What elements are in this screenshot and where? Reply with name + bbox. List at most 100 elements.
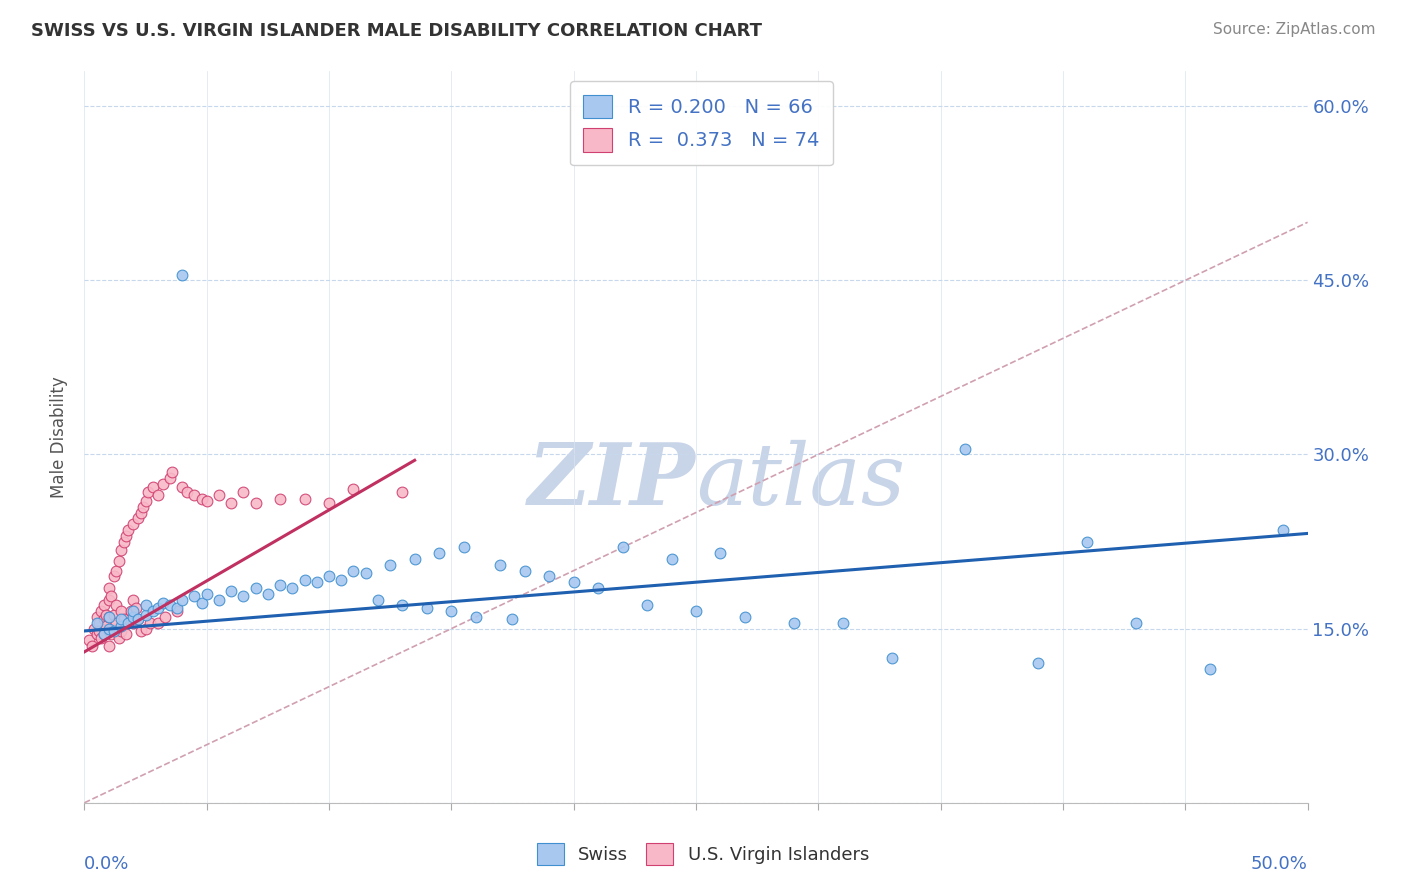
Point [427,546,450,560]
Point [103,624,125,638]
Point [269,491,291,506]
Point [112,534,135,549]
Point [142,480,165,494]
Point [195,587,218,601]
Point [219,584,242,599]
Point [191,596,214,610]
Point [110,624,132,638]
Point [305,575,328,590]
Point [318,569,340,583]
Point [122,610,145,624]
Point [153,610,176,624]
Point [122,615,145,630]
Point [245,581,267,595]
Point [86,615,108,630]
Point [281,581,304,595]
Point [391,599,413,613]
Point [97,610,120,624]
Point [404,552,426,566]
Point [127,612,149,626]
Point [135,599,157,613]
Point [97,622,120,636]
Legend: R = 0.200   N = 66, R =  0.373   N = 74: R = 0.200 N = 66, R = 0.373 N = 74 [569,81,832,166]
Point [342,564,364,578]
Point [734,610,756,624]
Text: ZIP: ZIP [529,439,696,523]
Point [122,517,145,532]
Point [183,589,205,603]
Point [318,496,340,510]
Point [342,483,364,497]
Point [129,506,152,520]
Point [367,592,389,607]
Point [513,564,536,578]
Y-axis label: Male Disability: Male Disability [51,376,69,498]
Point [93,612,115,626]
Point [172,268,194,282]
Point [208,488,231,502]
Point [77,633,100,648]
Point [257,587,280,601]
Point [127,511,149,525]
Point [208,592,231,607]
Point [636,599,658,613]
Point [107,554,129,568]
Point [86,610,108,624]
Point [1028,657,1050,671]
Point [93,599,115,613]
Point [103,607,125,622]
Point [586,581,609,595]
Point [135,622,157,636]
Point [464,610,486,624]
Text: atlas: atlas [696,440,905,523]
Point [135,607,157,622]
Point [440,604,463,618]
Point [93,627,115,641]
Point [100,589,122,603]
Point [90,631,112,645]
Point [172,480,194,494]
Point [172,592,194,607]
Point [245,496,267,510]
Point [139,615,162,630]
Point [96,619,118,633]
Point [269,577,291,591]
Legend: Swiss, U.S. Virgin Islanders: Swiss, U.S. Virgin Islanders [530,836,876,872]
Point [354,566,377,580]
Point [103,569,125,583]
Point [1125,615,1147,630]
Point [117,615,139,630]
Point [232,589,254,603]
Point [132,500,155,514]
Point [117,523,139,537]
Point [176,484,198,499]
Point [146,488,169,502]
Point [1272,523,1295,537]
Point [122,604,145,618]
Point [100,627,122,641]
Point [105,564,128,578]
Point [166,600,188,615]
Point [125,600,148,615]
Text: Source: ZipAtlas.com: Source: ZipAtlas.com [1212,22,1375,37]
Text: 50.0%: 50.0% [1251,855,1308,873]
Point [159,471,181,485]
Point [127,612,149,626]
Point [195,494,218,508]
Point [709,546,731,560]
Point [166,604,188,618]
Point [294,491,316,506]
Point [142,604,165,618]
Point [93,627,115,641]
Point [880,650,903,665]
Point [107,631,129,645]
Point [146,600,169,615]
Point [97,610,120,624]
Text: 0.0%: 0.0% [84,855,129,873]
Point [136,484,159,499]
Point [453,541,475,555]
Point [80,639,103,653]
Point [612,541,634,555]
Point [112,612,135,626]
Point [105,599,128,613]
